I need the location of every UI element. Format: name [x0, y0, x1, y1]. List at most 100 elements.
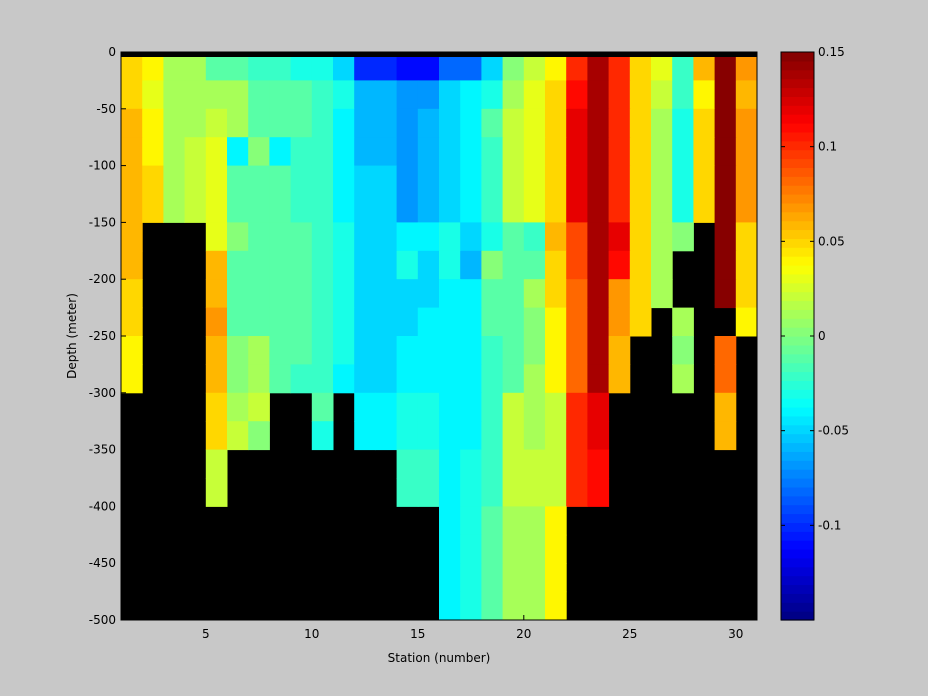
colorbar-swatch	[781, 557, 814, 568]
colorbar-tick-label: -0.05	[818, 424, 849, 438]
heatmap-cell	[375, 137, 398, 167]
colorbar	[781, 52, 814, 621]
heatmap-cell	[311, 222, 334, 252]
colorbar-swatch	[781, 167, 814, 177]
heatmap-cell	[417, 421, 440, 451]
heatmap-cell	[121, 307, 143, 337]
heatmap-cell	[481, 392, 504, 422]
heatmap-cell	[587, 222, 610, 252]
heatmap-cell	[672, 52, 694, 81]
colorbar-swatch	[781, 336, 814, 346]
colorbar-swatch	[781, 282, 814, 293]
heatmap-cell	[523, 534, 546, 564]
heatmap-cell	[311, 421, 334, 451]
colorbar-swatch	[781, 220, 814, 231]
heatmap-cell	[566, 52, 588, 81]
heatmap-cell	[290, 364, 313, 394]
heatmap-cell	[523, 194, 546, 223]
colorbar-swatch	[781, 247, 814, 257]
colorbar-swatch	[781, 194, 814, 204]
y-tick-label: 0	[108, 45, 116, 59]
heatmap-cell	[439, 563, 461, 593]
heatmap-cell	[290, 250, 313, 280]
heatmap-cell	[417, 392, 440, 422]
heatmap-cell	[333, 364, 355, 394]
heatmap-cell	[396, 108, 419, 138]
heatmap-cell	[417, 52, 440, 81]
heatmap-cell	[375, 108, 398, 138]
x-tick-label: 15	[410, 627, 425, 641]
colorbar-tick-label: 0.1	[818, 140, 837, 154]
heatmap-cell	[269, 222, 292, 252]
heatmap-cell	[587, 336, 610, 365]
heatmap-cell	[545, 80, 567, 110]
heatmap-cell	[629, 250, 652, 280]
heatmap-cell	[566, 421, 588, 451]
colorbar-swatch	[781, 69, 814, 80]
colorbar-swatch	[781, 96, 814, 106]
heatmap-cell	[354, 194, 376, 223]
heatmap-cell	[248, 336, 270, 365]
heatmap-cell	[205, 279, 228, 309]
heatmap-cell	[629, 165, 652, 195]
colorbar-swatch	[781, 451, 814, 461]
heatmap-cell	[651, 108, 673, 138]
heatmap-cell	[396, 80, 419, 110]
heatmap-cell	[714, 392, 737, 422]
heatmap-cell	[248, 165, 270, 195]
heatmap-cell	[651, 250, 673, 280]
heatmap-cell	[290, 336, 313, 365]
heatmap-cell	[121, 108, 143, 138]
heatmap-cell	[205, 52, 228, 81]
colorbar-swatch	[781, 185, 814, 195]
heatmap-cell	[523, 364, 546, 394]
heatmap-cell	[651, 80, 673, 110]
heatmap-cell	[566, 250, 588, 280]
colorbar-swatch	[781, 273, 814, 284]
heatmap-cell	[714, 80, 737, 110]
heatmap-cell	[439, 279, 461, 309]
colorbar-swatch	[781, 513, 814, 523]
heatmap-cell	[629, 194, 652, 223]
heatmap-cell	[417, 108, 440, 138]
colorbar-ticks: 0.15 0.1 0.05 0 -0.05 -0.1	[781, 45, 849, 532]
heatmap-cell	[354, 52, 376, 81]
heatmap-cell	[502, 80, 525, 110]
colorbar-swatch	[781, 424, 814, 435]
heatmap-cell	[396, 336, 419, 365]
colorbar-swatch	[781, 566, 814, 577]
heatmap-cell	[545, 52, 567, 81]
heatmap-cell	[460, 52, 482, 81]
heatmap-cell	[523, 52, 546, 81]
heatmap-cell	[333, 137, 355, 167]
heatmap-cell	[460, 279, 482, 309]
heatmap-cell	[439, 449, 461, 479]
heatmap-cell	[205, 137, 228, 167]
heatmap-cell	[142, 80, 164, 110]
heatmap-cell	[333, 250, 355, 280]
heatmap-cell	[502, 534, 525, 564]
heatmap-cell	[290, 108, 313, 138]
heatmap-cell	[608, 137, 631, 167]
heatmap-cell	[311, 165, 334, 195]
heatmap-cell	[523, 336, 546, 365]
heatmap-cell	[481, 137, 504, 167]
heatmap-cell	[375, 222, 398, 252]
heatmap-cell	[672, 80, 694, 110]
colorbar-swatch	[781, 469, 814, 479]
heatmap-cell	[142, 108, 164, 138]
heatmap-cell	[672, 364, 694, 394]
colorbar-swatch	[781, 531, 814, 541]
heatmap-cell	[587, 250, 610, 280]
heatmap-cell	[545, 478, 567, 507]
colorbar-swatch	[781, 593, 814, 603]
heatmap-cell	[481, 591, 504, 621]
heatmap-cell	[269, 165, 292, 195]
heatmap-cell	[735, 108, 758, 138]
heatmap-cell	[417, 364, 440, 394]
colorbar-swatch	[781, 52, 814, 62]
colorbar-swatch	[781, 407, 814, 417]
colorbar-swatch	[781, 371, 814, 381]
x-tick-label: 30	[728, 627, 743, 641]
